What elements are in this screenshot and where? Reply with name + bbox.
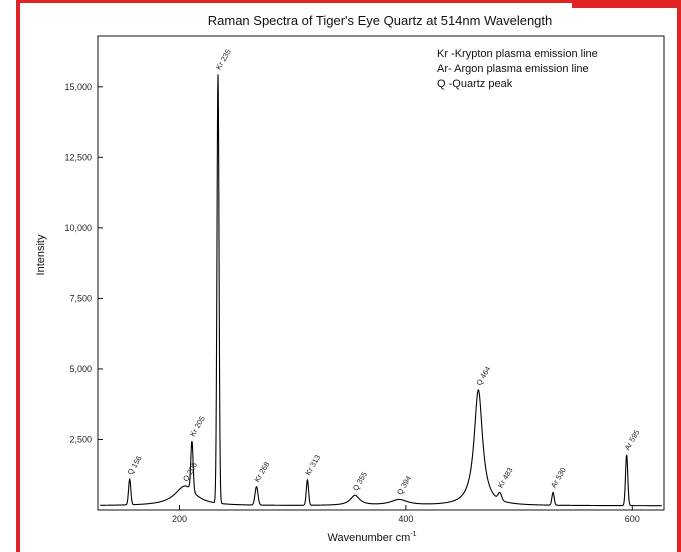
peak-label: Q 206: [181, 461, 199, 483]
window-frame: [16, 0, 681, 552]
y-tick-label: 5,000: [69, 364, 92, 374]
peak-label: Q 394: [395, 474, 413, 496]
legend-entry: Ar- Argon plasma emission line: [437, 63, 589, 75]
x-tick-label: 200: [172, 514, 187, 524]
y-tick-label: 15,000: [64, 82, 92, 92]
peak-label: Ar 530: [549, 466, 568, 490]
peak-label: Kr 268: [252, 460, 271, 484]
legend-entry: Q -Quartz peak: [437, 78, 513, 90]
x-axis-label-text: Wavenumber cm: [328, 532, 411, 544]
peak-label: Kr 483: [496, 466, 515, 490]
y-tick-label: 2,500: [69, 434, 92, 444]
peak-label: Kr 313: [303, 453, 322, 477]
peak-label: Q 464: [474, 365, 492, 387]
x-axis-label-superscript: -1: [410, 531, 416, 538]
spectrum-line: [100, 74, 662, 507]
y-axis-label: Intensity: [35, 234, 47, 275]
legend-entry: Kr -Krypton plasma emission line: [437, 48, 598, 60]
peak-label: Q 156: [126, 454, 144, 476]
peak-label: Ar 595: [623, 428, 642, 452]
y-tick-label: 7,500: [69, 293, 92, 303]
x-tick-label: 600: [625, 514, 640, 524]
plot-area: [97, 35, 665, 511]
window-tab: [572, 0, 681, 8]
peak-label: Q 355: [351, 470, 369, 492]
y-tick-label: 12,500: [64, 152, 92, 162]
x-axis-label: Wavenumber cm-1: [328, 531, 417, 544]
chart-title: Raman Spectra of Tiger's Eye Quartz at 5…: [208, 13, 553, 28]
peak-label: Kr 205: [188, 414, 207, 438]
peak-label: Kr 235: [214, 48, 233, 72]
y-tick-label: 10,000: [64, 223, 92, 233]
x-tick-label: 400: [398, 514, 413, 524]
